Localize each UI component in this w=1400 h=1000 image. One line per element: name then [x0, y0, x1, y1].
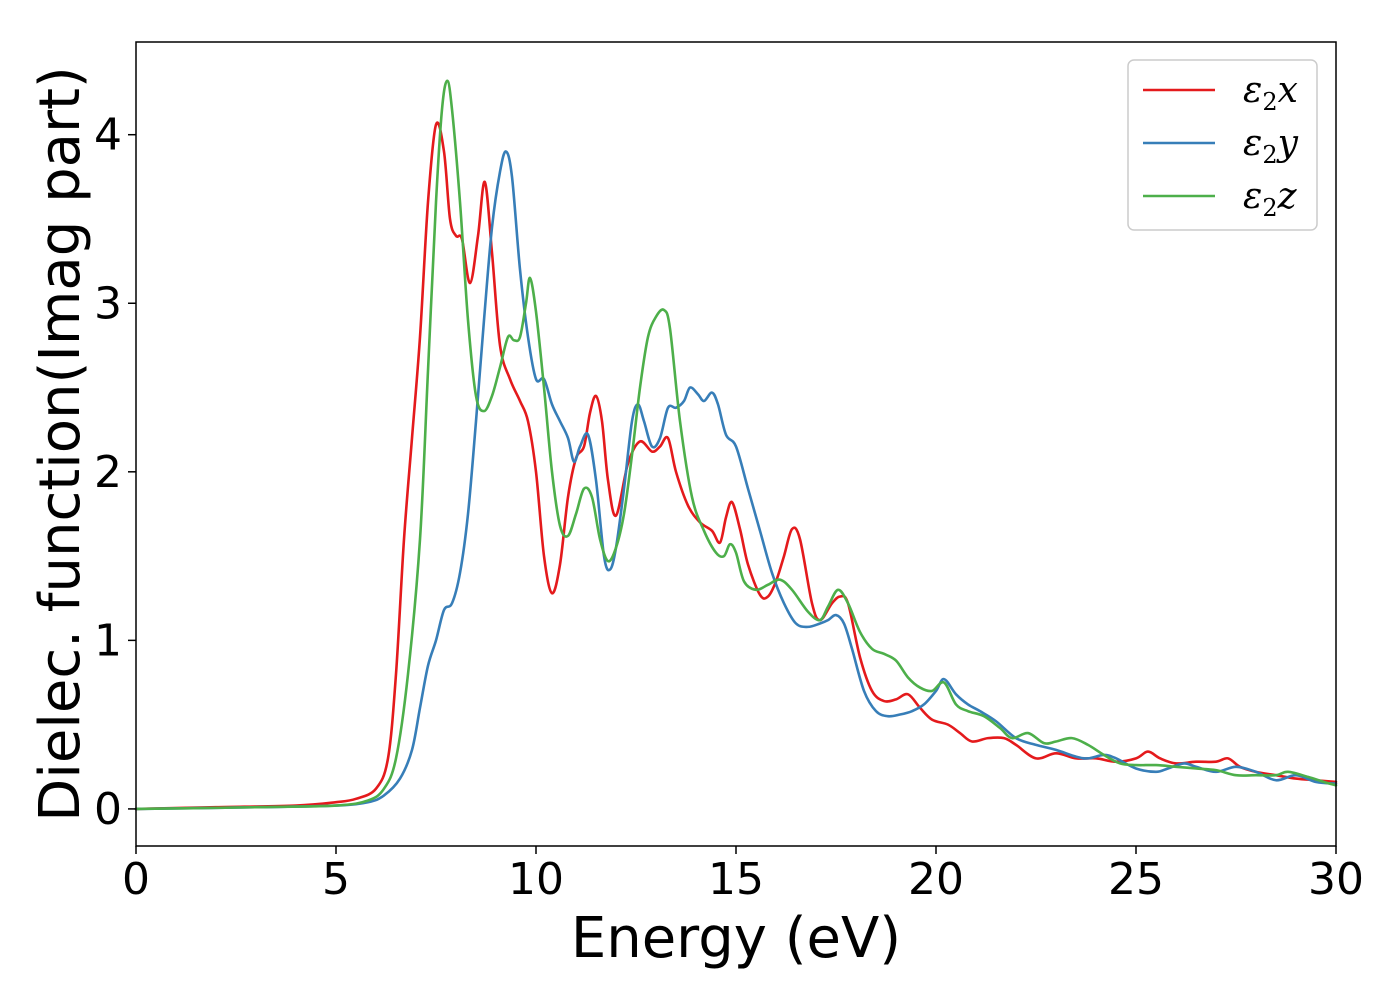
y-tick-label: 3: [94, 278, 122, 329]
x-axis: 0 5 10 15 20 25 30: [122, 846, 1364, 905]
legend-box: [1127, 59, 1318, 231]
series-line-y: [134, 150, 1338, 811]
legend: ε2x ε2y ε2z: [1127, 59, 1318, 231]
y-tick-label: 0: [94, 784, 122, 835]
x-tick-label: 10: [508, 854, 564, 905]
x-tick-label: 30: [1308, 854, 1364, 905]
y-axis-label: Dielec. function(Imag part): [28, 66, 93, 822]
x-tick-label: 15: [708, 854, 764, 905]
series-line-z: [134, 79, 1338, 811]
y-tick-label: 1: [94, 615, 122, 666]
y-axis: 0 1 2 3 4: [94, 110, 136, 835]
legend-label-x: ε2x: [1243, 70, 1298, 116]
x-tick-label: 5: [322, 854, 350, 905]
series-line-x: [134, 121, 1338, 811]
y-tick-label: 4: [94, 110, 122, 161]
x-axis-label: Energy (eV): [571, 906, 901, 971]
legend-label-z: ε2z: [1243, 176, 1298, 222]
legend-label-y: ε2y: [1243, 123, 1299, 169]
series-layer: [134, 79, 1338, 811]
x-tick-label: 20: [908, 854, 964, 905]
y-tick-label: 2: [94, 447, 122, 498]
x-tick-label: 25: [1108, 854, 1164, 905]
x-tick-label: 0: [122, 854, 150, 905]
